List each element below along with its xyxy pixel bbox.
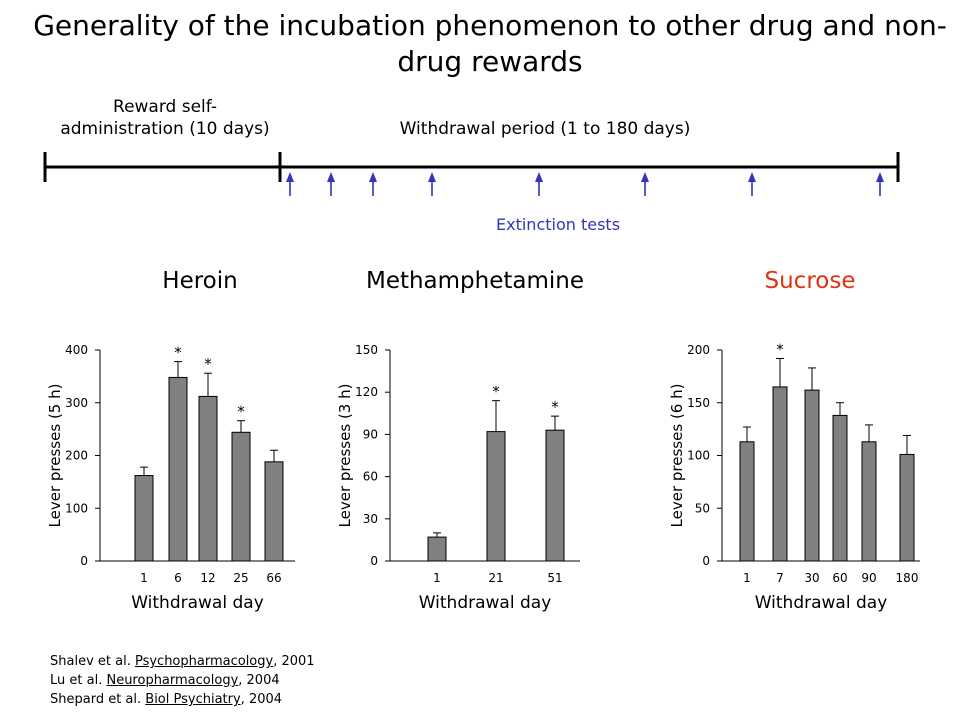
extinction-arrow-head <box>876 172 884 182</box>
heroin-chart: 0 100 200 300 400 Lever presses (5 h) 1 * 6 * 12 * 2… <box>46 343 295 613</box>
timeline-graphic <box>43 152 900 196</box>
y-tick-label: 50 <box>695 501 710 515</box>
x-axis-label: Withdrawal day <box>755 593 888 613</box>
y-tick-label: 90 <box>363 427 378 441</box>
significance-star: * <box>237 403 245 421</box>
bar <box>427 536 447 562</box>
y-tick-label: 0 <box>80 554 88 568</box>
extinction-arrow-head <box>327 172 335 182</box>
reference-authors: Lu et al. <box>50 673 107 688</box>
extinction-test-arrows <box>286 172 884 196</box>
extinction-arrow-head <box>286 172 294 182</box>
self-admin-label-line2: administration (10 days) <box>60 119 270 139</box>
x-tick-label: 25 <box>233 571 248 585</box>
reference-year: , 2004 <box>240 692 283 707</box>
x-tick-label: 180 <box>896 571 919 585</box>
reference-authors: Shalev et al. <box>50 654 135 669</box>
x-tick-label: 66 <box>266 571 281 585</box>
x-tick-label: 1 <box>433 571 441 585</box>
x-tick-label: 21 <box>488 571 503 585</box>
x-tick-label: 7 <box>776 571 784 585</box>
bar <box>739 441 755 562</box>
significance-star: * <box>174 344 182 362</box>
bar <box>832 414 848 562</box>
y-tick-label: 100 <box>65 501 88 515</box>
bar <box>772 386 788 562</box>
sucrose-chart: 0 50 100 150 200 Lever presses (6 h) 1 * 7 30 60 90… <box>668 340 920 613</box>
bar <box>861 441 877 562</box>
meth-chart: 0 30 60 90 120 150 Lever presses (3 h) 1 * 21 * 51 W… <box>336 343 580 613</box>
y-axis-label: Lever presses (5 h) <box>46 384 64 528</box>
slide-title: Generality of the incubation phenomenon … <box>33 9 947 78</box>
reference-journal: Neuropharmacology <box>106 673 239 688</box>
extinction-arrow-head <box>369 172 377 182</box>
reference-item: Shalev et al. Psychopharmacology, 2001 <box>50 652 315 671</box>
x-tick-label: 90 <box>861 571 876 585</box>
y-tick-label: 200 <box>687 343 710 357</box>
bar <box>231 431 251 562</box>
y-tick-label: 30 <box>363 512 378 526</box>
bar <box>486 431 506 562</box>
reference-journal: Psychopharmacology <box>134 654 274 669</box>
reference-item: Lu et al. Neuropharmacology, 2004 <box>50 671 315 690</box>
withdrawal-label: Withdrawal period (1 to 180 days) <box>399 119 691 139</box>
reference-journal: Biol Psychiatry <box>145 692 241 707</box>
x-tick-label: 51 <box>547 571 562 585</box>
x-axis-label: Withdrawal day <box>419 593 552 613</box>
bar <box>168 376 188 562</box>
y-tick-label: 400 <box>65 343 88 357</box>
y-tick-label: 60 <box>363 470 378 484</box>
bar <box>198 395 218 562</box>
reference-year: , 2001 <box>273 654 315 669</box>
self-admin-label: Reward self- administration (10 days) <box>40 96 290 140</box>
sucrose-title: Sucrose <box>764 268 856 294</box>
y-tick-label: 0 <box>370 554 378 568</box>
bar <box>134 475 154 562</box>
y-tick-label: 100 <box>687 449 710 463</box>
references: Shalev et al. Psychopharmacology, 2001 L… <box>50 652 315 709</box>
extinction-arrow-head <box>535 172 543 182</box>
bar <box>804 389 820 562</box>
y-axis-label: Lever presses (3 h) <box>336 384 354 528</box>
reference-item: Shepard et al. Biol Psychiatry, 2004 <box>50 690 315 709</box>
significance-star: * <box>776 340 784 358</box>
x-tick-label: 30 <box>804 571 819 585</box>
extinction-tests-label: Extinction tests <box>496 215 621 234</box>
y-tick-label: 150 <box>355 343 378 357</box>
y-tick-label: 200 <box>65 449 88 463</box>
significance-star: * <box>551 398 559 416</box>
extinction-arrow-head <box>428 172 436 182</box>
significance-star: * <box>204 355 212 373</box>
x-tick-label: 1 <box>743 571 751 585</box>
bar <box>545 429 565 562</box>
x-tick-label: 1 <box>140 571 148 585</box>
reference-authors: Shepard et al. <box>50 692 146 707</box>
bar <box>899 453 915 562</box>
extinction-arrow-head <box>641 172 649 182</box>
y-tick-label: 300 <box>65 396 88 410</box>
x-tick-label: 60 <box>832 571 847 585</box>
meth-title: Methamphetamine <box>365 268 585 294</box>
x-tick-label: 12 <box>200 571 215 585</box>
self-admin-label-line1: Reward self- <box>113 97 217 117</box>
extinction-arrow-head <box>748 172 756 182</box>
y-axis-label: Lever presses (6 h) <box>668 384 686 528</box>
reference-year: , 2004 <box>238 673 280 688</box>
x-axis-label: Withdrawal day <box>131 593 264 613</box>
y-tick-label: 0 <box>702 554 710 568</box>
y-tick-label: 150 <box>687 396 710 410</box>
significance-star: * <box>492 383 500 401</box>
heroin-title: Heroin <box>162 268 238 294</box>
x-tick-label: 6 <box>174 571 182 585</box>
y-tick-label: 120 <box>355 385 378 399</box>
bar <box>264 461 284 562</box>
